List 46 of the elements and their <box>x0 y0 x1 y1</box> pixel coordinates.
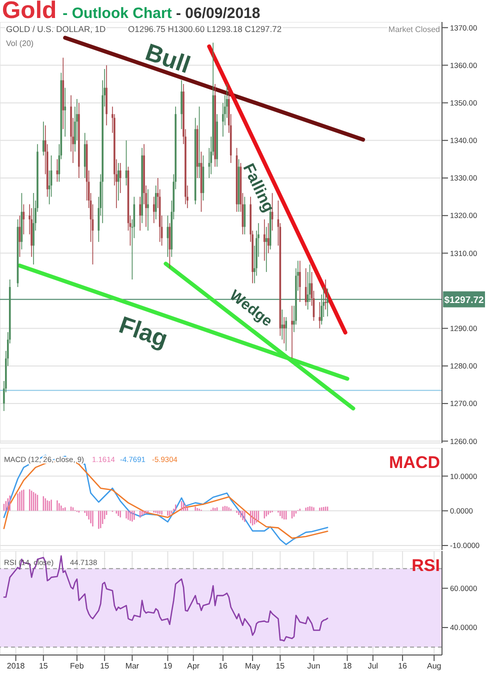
annotation: O1296.75 H1300.60 L1293.18 C1297.72 <box>128 24 282 34</box>
candlestick <box>326 288 328 317</box>
candlestick <box>180 80 182 130</box>
candlestick <box>299 260 301 302</box>
candlestick <box>267 222 270 254</box>
candlestick <box>291 305 293 359</box>
candlestick <box>285 316 288 352</box>
annotation: RSI <box>412 556 440 575</box>
candlestick <box>153 196 155 224</box>
chart-title: Gold <box>2 0 57 24</box>
annotation: MACD <box>389 453 440 472</box>
x-tick-label: 16 <box>398 662 408 671</box>
candlestick <box>139 196 141 232</box>
candlestick <box>154 185 157 220</box>
candlestick <box>117 162 120 201</box>
candlestick <box>32 192 34 265</box>
x-tick-label: May <box>245 662 260 671</box>
text: Flag <box>116 312 172 354</box>
x-tick-label: 15 <box>38 662 48 671</box>
x-tick-label: 15 <box>100 662 110 671</box>
x-tick-label: Jul <box>368 662 378 671</box>
candlestick <box>283 316 286 344</box>
annotation: Vol (20) <box>6 39 34 48</box>
x-tick-label: 18 <box>342 662 352 671</box>
annotation: Market Closed <box>388 25 440 34</box>
x-tick-label: 2018 <box>6 662 26 671</box>
text: Bull <box>142 38 194 80</box>
line-series <box>3 555 328 642</box>
x-tick-label: 19 <box>163 662 173 671</box>
chart-subtitle: - Outlook Chart - 06/09/2018 <box>62 5 260 22</box>
x-tick-label: Jun <box>307 662 320 671</box>
x-tick-label: 16 <box>218 662 228 671</box>
candlestick <box>42 121 44 156</box>
x-tick-label: Feb <box>70 662 84 671</box>
annotation: GOLD / U.S. DOLLAR, 1D <box>6 24 106 34</box>
candlestick <box>64 87 66 138</box>
x-tick-label: Aug <box>426 662 442 671</box>
candlestick <box>147 188 149 232</box>
x-tick-label: Apr <box>187 662 200 671</box>
x-tick-label: Mar <box>125 662 140 671</box>
candlestick <box>264 218 266 262</box>
candlestick <box>324 279 326 310</box>
candlestick <box>119 162 122 194</box>
ref-line-label: $1297.72 <box>444 294 484 306</box>
x-tick-label: 15 <box>276 662 286 671</box>
candlestick <box>265 226 268 272</box>
